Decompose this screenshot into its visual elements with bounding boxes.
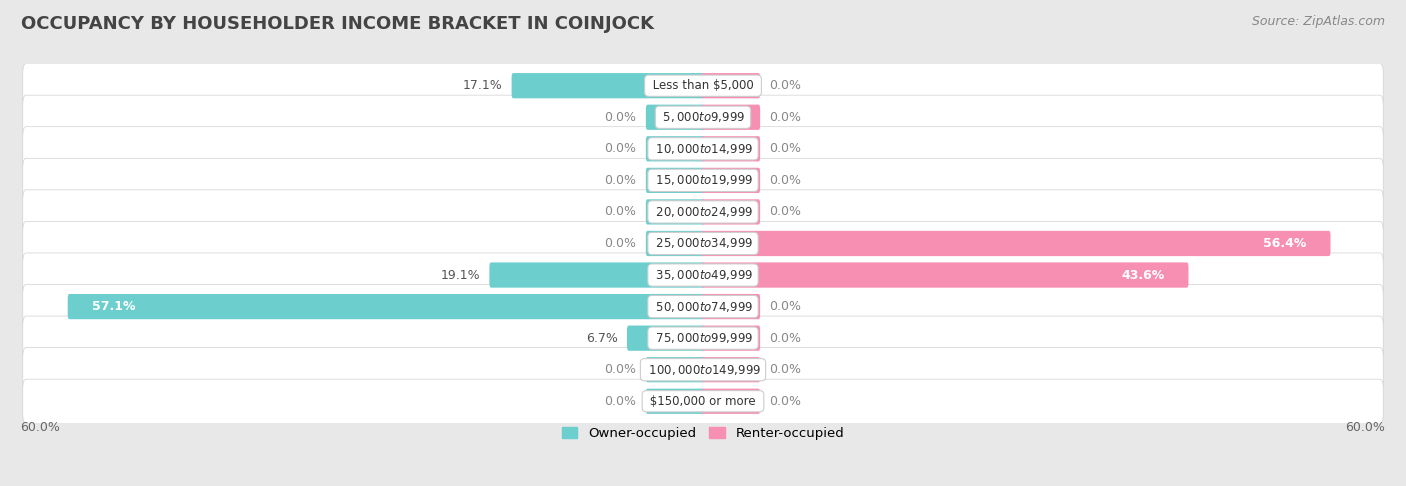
- FancyBboxPatch shape: [22, 158, 1384, 203]
- FancyBboxPatch shape: [702, 357, 761, 382]
- FancyBboxPatch shape: [22, 222, 1384, 265]
- Text: 0.0%: 0.0%: [605, 111, 637, 124]
- Text: 57.1%: 57.1%: [91, 300, 135, 313]
- FancyBboxPatch shape: [512, 73, 704, 98]
- Text: $25,000 to $34,999: $25,000 to $34,999: [652, 237, 754, 250]
- Text: 43.6%: 43.6%: [1122, 269, 1164, 281]
- Text: $10,000 to $14,999: $10,000 to $14,999: [652, 142, 754, 156]
- FancyBboxPatch shape: [22, 347, 1384, 392]
- Text: OCCUPANCY BY HOUSEHOLDER INCOME BRACKET IN COINJOCK: OCCUPANCY BY HOUSEHOLDER INCOME BRACKET …: [21, 15, 654, 33]
- Text: 0.0%: 0.0%: [769, 395, 801, 408]
- Text: $150,000 or more: $150,000 or more: [647, 395, 759, 408]
- FancyBboxPatch shape: [645, 231, 704, 256]
- FancyBboxPatch shape: [22, 95, 1384, 139]
- Text: $75,000 to $99,999: $75,000 to $99,999: [652, 331, 754, 345]
- FancyBboxPatch shape: [645, 104, 704, 130]
- FancyBboxPatch shape: [702, 262, 1188, 288]
- Text: 0.0%: 0.0%: [769, 363, 801, 376]
- Text: 0.0%: 0.0%: [605, 395, 637, 408]
- Text: $20,000 to $24,999: $20,000 to $24,999: [652, 205, 754, 219]
- FancyBboxPatch shape: [702, 168, 761, 193]
- Text: Less than $5,000: Less than $5,000: [648, 79, 758, 92]
- Text: 19.1%: 19.1%: [440, 269, 479, 281]
- Text: 60.0%: 60.0%: [21, 421, 60, 434]
- FancyBboxPatch shape: [702, 294, 761, 319]
- Text: 0.0%: 0.0%: [605, 363, 637, 376]
- FancyBboxPatch shape: [645, 389, 704, 414]
- FancyBboxPatch shape: [627, 326, 704, 351]
- Text: 0.0%: 0.0%: [769, 111, 801, 124]
- FancyBboxPatch shape: [702, 389, 761, 414]
- FancyBboxPatch shape: [702, 136, 761, 161]
- Text: 0.0%: 0.0%: [605, 142, 637, 156]
- FancyBboxPatch shape: [22, 127, 1384, 171]
- Text: $50,000 to $74,999: $50,000 to $74,999: [652, 299, 754, 313]
- FancyBboxPatch shape: [645, 136, 704, 161]
- Text: 0.0%: 0.0%: [769, 142, 801, 156]
- Text: $100,000 to $149,999: $100,000 to $149,999: [644, 363, 762, 377]
- FancyBboxPatch shape: [22, 64, 1384, 108]
- FancyBboxPatch shape: [702, 326, 761, 351]
- Text: $35,000 to $49,999: $35,000 to $49,999: [652, 268, 754, 282]
- Text: Source: ZipAtlas.com: Source: ZipAtlas.com: [1251, 15, 1385, 28]
- FancyBboxPatch shape: [67, 294, 704, 319]
- FancyBboxPatch shape: [22, 190, 1384, 234]
- FancyBboxPatch shape: [489, 262, 704, 288]
- FancyBboxPatch shape: [702, 231, 1330, 256]
- FancyBboxPatch shape: [702, 199, 761, 225]
- FancyBboxPatch shape: [645, 357, 704, 382]
- Text: 60.0%: 60.0%: [1346, 421, 1385, 434]
- Text: $5,000 to $9,999: $5,000 to $9,999: [659, 110, 747, 124]
- Text: $15,000 to $19,999: $15,000 to $19,999: [652, 174, 754, 188]
- Text: 56.4%: 56.4%: [1263, 237, 1306, 250]
- FancyBboxPatch shape: [22, 284, 1384, 329]
- FancyBboxPatch shape: [22, 379, 1384, 423]
- FancyBboxPatch shape: [702, 73, 761, 98]
- Text: 0.0%: 0.0%: [605, 237, 637, 250]
- FancyBboxPatch shape: [645, 168, 704, 193]
- Text: 0.0%: 0.0%: [769, 174, 801, 187]
- FancyBboxPatch shape: [22, 253, 1384, 297]
- Text: 0.0%: 0.0%: [769, 300, 801, 313]
- FancyBboxPatch shape: [645, 199, 704, 225]
- FancyBboxPatch shape: [22, 316, 1384, 360]
- Text: 0.0%: 0.0%: [769, 79, 801, 92]
- FancyBboxPatch shape: [702, 104, 761, 130]
- Text: 17.1%: 17.1%: [463, 79, 502, 92]
- Text: 0.0%: 0.0%: [605, 206, 637, 218]
- Text: 6.7%: 6.7%: [586, 331, 617, 345]
- Text: 0.0%: 0.0%: [769, 331, 801, 345]
- Text: 0.0%: 0.0%: [605, 174, 637, 187]
- Legend: Owner-occupied, Renter-occupied: Owner-occupied, Renter-occupied: [557, 422, 849, 446]
- Text: 0.0%: 0.0%: [769, 206, 801, 218]
